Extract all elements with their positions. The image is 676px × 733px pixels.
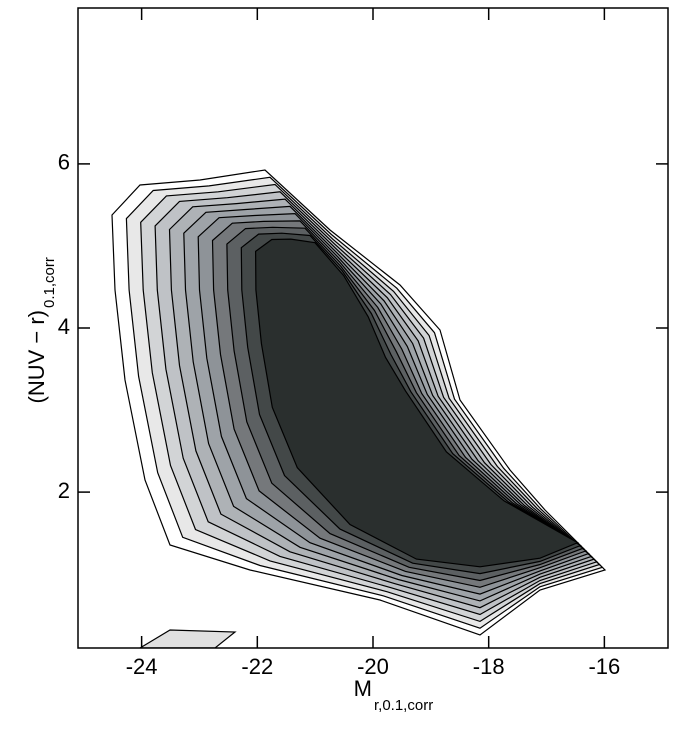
y-axis-label-sub: 0.1,corr [41, 257, 58, 308]
y-axis-label: (NUV − r) [24, 310, 49, 404]
x-tick-label: -24 [126, 654, 158, 679]
contour-level [254, 238, 580, 568]
y-tick-label: 4 [58, 314, 70, 339]
x-axis-label-sub: r,0.1,corr [374, 697, 433, 714]
y-axis-label-group: (NUV − r) 0.1,corr [24, 257, 58, 403]
x-tick-label: -16 [588, 654, 620, 679]
x-tick-label: -20 [357, 654, 389, 679]
y-tick-label: 6 [58, 150, 70, 175]
y-tick-label: 2 [58, 478, 70, 503]
x-tick-label: -18 [473, 654, 505, 679]
x-tick-label: -22 [241, 654, 273, 679]
contours [111, 169, 607, 648]
contour-blob [138, 629, 237, 648]
x-axis-label: M [354, 676, 372, 701]
